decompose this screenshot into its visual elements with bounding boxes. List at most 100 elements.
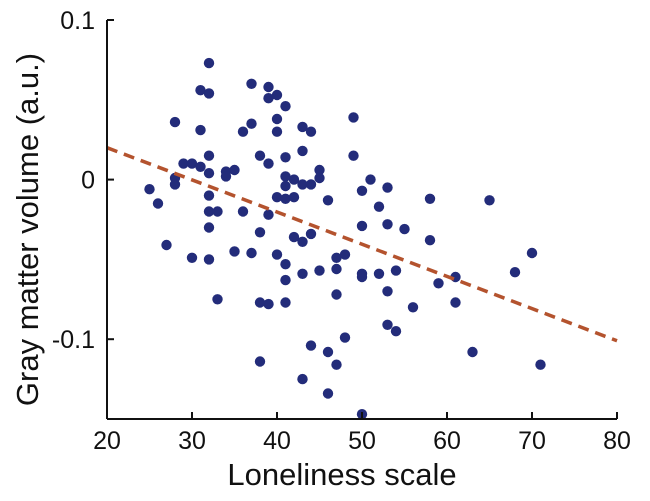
data-point: [297, 268, 308, 279]
data-point: [203, 150, 215, 161]
data-point: [331, 289, 342, 300]
data-point: [280, 152, 291, 163]
tick-labels: 20 30 40 50 60 70 80 -0.1 0 0.1: [52, 7, 631, 455]
data-point: [152, 198, 164, 209]
data-point: [237, 126, 249, 137]
data-point: [288, 174, 300, 185]
data-point: [297, 121, 308, 133]
data-point: [314, 265, 325, 276]
data-point: [339, 249, 351, 260]
data-point: [331, 359, 342, 370]
data-point: [263, 81, 274, 93]
data-point: [356, 185, 368, 196]
data-point: [178, 158, 189, 169]
data-point: [186, 158, 198, 169]
x-tick-label: 80: [603, 427, 631, 455]
data-point: [246, 247, 257, 259]
data-point: [297, 179, 308, 190]
data-point: [297, 236, 308, 247]
data-points: [144, 57, 546, 420]
x-tick-label: 50: [348, 427, 376, 455]
data-point: [433, 278, 444, 289]
data-point: [203, 254, 215, 265]
data-point: [280, 297, 291, 308]
data-point: [348, 112, 359, 123]
data-point: [263, 298, 274, 310]
x-tick-label: 20: [93, 427, 121, 455]
data-point: [314, 164, 325, 176]
data-point: [263, 93, 274, 104]
data-point: [356, 271, 368, 283]
data-point: [271, 113, 283, 125]
data-point: [331, 252, 342, 263]
data-point: [305, 340, 317, 351]
data-point: [467, 346, 478, 358]
data-point: [271, 126, 283, 137]
data-point: [203, 57, 215, 69]
data-point: [407, 302, 419, 313]
data-point: [288, 231, 300, 243]
data-point: [144, 184, 155, 195]
data-point: [246, 78, 257, 90]
data-point: [535, 359, 546, 370]
y-tick-label: 0: [81, 167, 95, 195]
data-point: [280, 193, 291, 204]
data-point: [297, 373, 308, 385]
data-point: [254, 356, 266, 367]
data-point: [254, 297, 266, 308]
data-point: [203, 190, 215, 201]
data-point: [280, 180, 291, 192]
y-axis-title: Gray matter volume (a.u.): [10, 53, 45, 406]
data-point: [195, 85, 206, 96]
data-point: [263, 209, 274, 220]
data-point: [169, 116, 181, 128]
data-point: [161, 239, 172, 251]
data-point: [305, 126, 317, 137]
data-point: [229, 164, 240, 176]
data-point: [195, 161, 206, 172]
y-tick-label: 0.1: [60, 7, 95, 35]
data-point: [373, 201, 385, 212]
data-point: [339, 332, 351, 343]
data-point: [509, 267, 521, 278]
data-point: [271, 249, 283, 260]
data-point: [365, 174, 376, 185]
trend-line-layer: [106, 146, 618, 343]
data-point: [373, 268, 385, 279]
trend-line: [106, 146, 618, 343]
data-point: [390, 265, 402, 276]
data-point: [424, 193, 436, 204]
data-point: [424, 235, 436, 246]
data-point: [271, 89, 283, 101]
x-tick-label: 30: [178, 427, 206, 455]
data-point: [382, 286, 393, 297]
x-tick-label: 60: [433, 427, 461, 455]
data-point: [526, 247, 538, 259]
x-tick-label: 70: [518, 427, 546, 455]
data-point: [305, 228, 317, 240]
data-point: [382, 182, 393, 193]
data-point: [450, 297, 461, 308]
data-point: [203, 168, 215, 179]
data-point: [237, 206, 249, 217]
data-point: [254, 150, 266, 161]
data-point: [322, 195, 334, 206]
data-point: [297, 145, 308, 157]
data-point: [212, 294, 223, 305]
x-axis-title: Loneliness scale: [227, 457, 456, 492]
data-point: [356, 220, 368, 232]
data-point: [229, 246, 240, 257]
data-point: [280, 274, 291, 286]
data-point: [390, 326, 402, 337]
data-point: [382, 219, 393, 230]
data-point: [322, 346, 334, 358]
data-point: [271, 192, 283, 203]
data-point: [484, 195, 495, 206]
data-point: [280, 171, 291, 182]
data-point: [246, 118, 257, 129]
data-point: [203, 206, 215, 217]
axes: [106, 20, 617, 420]
data-point: [203, 222, 215, 233]
data-point: [220, 171, 232, 182]
